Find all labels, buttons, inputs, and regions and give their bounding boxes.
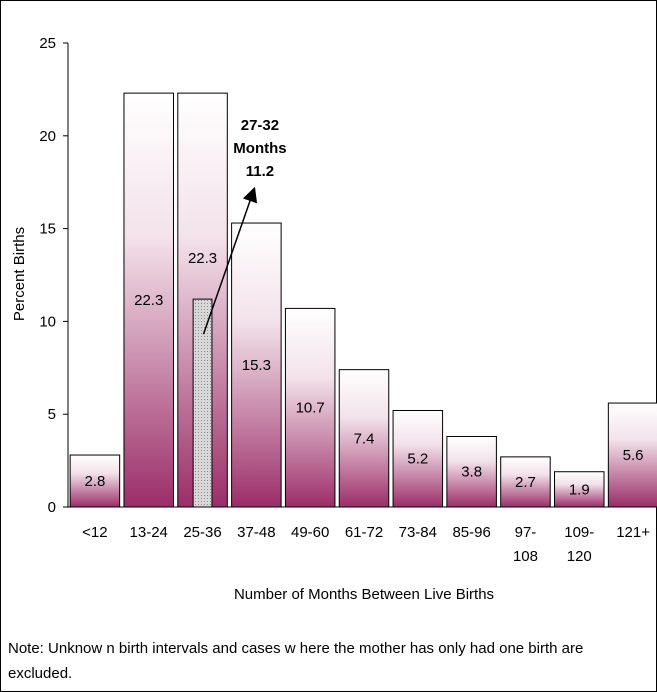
- x-tick-label: 13-24: [130, 524, 168, 541]
- data-label: 3.8: [461, 464, 482, 481]
- bar: [338, 369, 390, 508]
- bar: [607, 402, 657, 508]
- bar: [446, 435, 497, 508]
- x-axis-label: Number of Months Between Live Births: [234, 586, 494, 603]
- x-tick-label: 25-36: [183, 524, 221, 541]
- bar: [284, 307, 336, 508]
- annotation-arrow: [202, 186, 258, 335]
- data-label: 7.4: [354, 430, 375, 447]
- x-tick-label: 49-60: [291, 524, 329, 541]
- x-tick-label: 97-: [515, 524, 537, 541]
- bar: [554, 471, 605, 508]
- chart-note: Note: Unknow n birth intervals and cases…: [8, 640, 584, 682]
- x-tick-label: <12: [82, 524, 107, 541]
- x-tick-label: 121+: [616, 524, 650, 541]
- bar: [69, 454, 121, 508]
- y-tick-label: 20: [39, 128, 56, 145]
- annotation-label: Months: [233, 140, 286, 157]
- highlight-bar: [192, 298, 213, 508]
- y-tick-label: 10: [39, 313, 56, 330]
- annotation-label: 11.2: [246, 163, 274, 180]
- bar: [392, 409, 444, 508]
- y-tick-label: 0: [48, 499, 56, 516]
- data-label: 22.3: [134, 292, 163, 309]
- y-tick-label: 25: [39, 35, 56, 52]
- bar: [231, 222, 282, 508]
- bar: [123, 92, 174, 508]
- y-tick-label: 5: [48, 406, 56, 423]
- bar: [500, 456, 551, 508]
- x-tick-label: 108: [513, 548, 538, 565]
- x-tick-label: 73-84: [399, 524, 437, 541]
- data-label: 10.7: [296, 400, 325, 417]
- x-tick-label: 109-: [564, 524, 594, 541]
- x-tick-label: 61-72: [345, 524, 383, 541]
- data-label: 15.3: [242, 357, 271, 374]
- x-tick-label: 37-48: [237, 524, 275, 541]
- annotation-label: 27-32: [241, 117, 279, 134]
- x-tick-label: 120: [567, 548, 592, 565]
- data-label: 1.9: [569, 481, 590, 498]
- data-label: 22.3: [188, 250, 217, 267]
- y-axis-label: Percent Births: [11, 227, 28, 321]
- y-tick-label: 15: [39, 221, 56, 238]
- data-label: 5.2: [407, 451, 428, 468]
- data-label: 2.8: [84, 473, 105, 490]
- data-label: 2.7: [515, 474, 536, 491]
- data-label: 5.6: [623, 447, 644, 464]
- x-tick-label: 85-96: [452, 524, 490, 541]
